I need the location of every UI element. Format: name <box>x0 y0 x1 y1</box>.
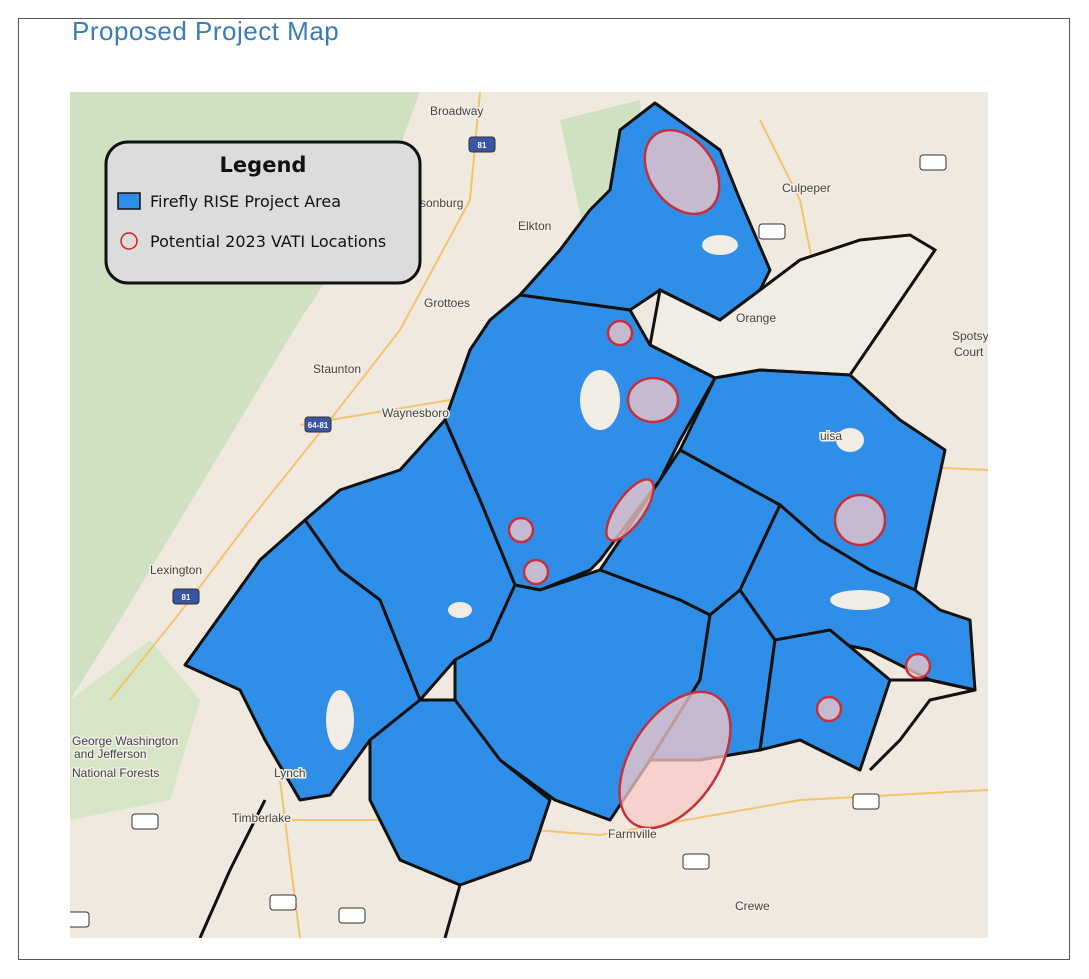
county-outline <box>198 799 267 938</box>
shield-body <box>70 911 90 928</box>
place-label: Spotsy <box>952 329 989 343</box>
county-outline <box>443 884 462 938</box>
vati-location <box>606 319 634 347</box>
place-label: Elkton <box>518 219 551 233</box>
place-label: Timberlake <box>232 811 291 825</box>
gap <box>702 235 738 255</box>
map-labels: Broadway sonburg Elkton Culpeper Grottoes Ora… <box>71 103 989 915</box>
road-shield: 17 <box>919 154 947 171</box>
place-label: George Washington <box>72 734 178 748</box>
county <box>443 293 717 592</box>
shield-body <box>269 894 297 911</box>
place-label: National Forests <box>72 766 159 780</box>
shield-label: 501 <box>345 912 359 921</box>
vati-location <box>904 652 932 680</box>
shield-label: 15 <box>768 228 777 237</box>
place-label: Broadway <box>430 104 483 118</box>
shield-label: 460 <box>689 858 703 867</box>
gap <box>836 428 864 452</box>
uncovered-areas <box>326 235 890 750</box>
shield-label: 460 <box>138 818 152 827</box>
place-label: Waynesboro <box>382 406 449 420</box>
vati-location <box>815 695 843 723</box>
road-shield: 501 <box>338 907 366 924</box>
place-label: Crewe <box>735 899 770 913</box>
road-shield: 460 <box>682 853 710 870</box>
place-label: Court <box>954 345 984 359</box>
shield-label: 22 <box>72 916 81 925</box>
shield-label: 81 <box>182 593 191 602</box>
legend: Legend Firefly RISE Project Area Potenti… <box>104 140 422 285</box>
road-shield: 81 <box>468 136 496 153</box>
shield-body <box>758 223 786 240</box>
shield-body <box>682 853 710 870</box>
legend-title: Legend <box>220 153 307 177</box>
vati-location <box>833 493 887 547</box>
road-shield: 64-81 <box>304 416 332 433</box>
shield-label: 81 <box>478 141 487 150</box>
road-shield: 15 <box>758 223 786 240</box>
shield-body <box>172 588 200 605</box>
shield-label: 17 <box>929 159 938 168</box>
place-label: sonburg <box>420 196 463 210</box>
county-outline <box>868 678 976 772</box>
road-shield: 22 <box>70 911 90 928</box>
gap <box>448 602 472 618</box>
place-label: Orange <box>736 311 776 325</box>
shield-body <box>131 813 159 830</box>
gap <box>326 690 354 750</box>
county <box>183 518 422 802</box>
shield-label: 64-81 <box>308 421 329 430</box>
place-label: Farmville <box>608 827 657 841</box>
shield-body <box>852 793 880 810</box>
road-shield: 81 <box>172 588 200 605</box>
vati-locations <box>507 128 932 830</box>
shield-label: 29 <box>279 899 288 908</box>
legend-swatch <box>117 192 141 210</box>
place-label: Culpeper <box>782 181 831 195</box>
shield-body <box>919 154 947 171</box>
legend-box <box>104 140 422 285</box>
road <box>279 779 301 938</box>
page-title: Proposed Project Map <box>72 16 340 46</box>
shield-body <box>304 416 332 433</box>
legend-item: Potential 2023 VATI Locations <box>150 232 386 251</box>
road-shields: 81 64-81 81 17 15 460 360 460 29 501 22 <box>70 136 947 928</box>
road-shield: 29 <box>269 894 297 911</box>
road-shield: 460 <box>131 813 159 830</box>
forest <box>70 640 200 820</box>
shield-label: 360 <box>859 798 873 807</box>
legend-swatch <box>120 232 138 250</box>
place-label: Lexington <box>150 563 202 577</box>
vati-location <box>507 516 535 544</box>
place-label: uisa <box>820 429 842 443</box>
vati-location <box>626 376 680 424</box>
place-label: Staunton <box>313 362 361 376</box>
vati-location <box>618 690 732 830</box>
county <box>368 698 552 887</box>
content-frame <box>18 18 1070 960</box>
legend-item: Firefly RISE Project Area <box>150 192 341 211</box>
shield-body <box>338 907 366 924</box>
gap <box>830 590 890 610</box>
vati-location <box>522 558 550 586</box>
road-shield: 360 <box>852 793 880 810</box>
shield-body <box>468 136 496 153</box>
place-label: Grottoes <box>424 296 470 310</box>
place-label: Lynch <box>274 766 306 780</box>
vati-location <box>605 478 655 542</box>
place-label: and Jefferson <box>74 747 147 761</box>
vati-location <box>643 128 721 216</box>
gap <box>580 370 620 430</box>
